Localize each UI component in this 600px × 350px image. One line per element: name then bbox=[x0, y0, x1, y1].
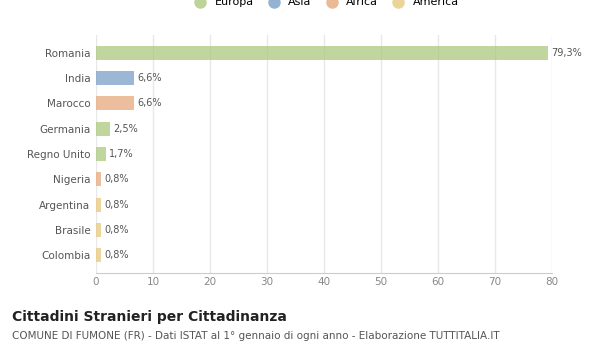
Bar bbox=[96, 46, 548, 60]
Bar bbox=[96, 147, 106, 161]
Bar bbox=[96, 172, 101, 186]
Bar bbox=[96, 122, 110, 136]
Text: 1,7%: 1,7% bbox=[109, 149, 134, 159]
Bar bbox=[96, 223, 101, 237]
Legend: Europa, Asia, Africa, America: Europa, Asia, Africa, America bbox=[185, 0, 463, 12]
Text: 0,8%: 0,8% bbox=[104, 199, 128, 210]
Bar bbox=[96, 198, 101, 211]
Bar bbox=[96, 97, 134, 110]
Bar bbox=[96, 248, 101, 262]
Text: COMUNE DI FUMONE (FR) - Dati ISTAT al 1° gennaio di ogni anno - Elaborazione TUT: COMUNE DI FUMONE (FR) - Dati ISTAT al 1°… bbox=[12, 331, 500, 341]
Text: 6,6%: 6,6% bbox=[137, 98, 161, 108]
Text: Cittadini Stranieri per Cittadinanza: Cittadini Stranieri per Cittadinanza bbox=[12, 310, 287, 324]
Text: 0,8%: 0,8% bbox=[104, 250, 128, 260]
Text: 2,5%: 2,5% bbox=[113, 124, 139, 134]
Text: 6,6%: 6,6% bbox=[137, 73, 161, 83]
Bar bbox=[96, 71, 134, 85]
Text: 0,8%: 0,8% bbox=[104, 174, 128, 184]
Text: 0,8%: 0,8% bbox=[104, 225, 128, 235]
Text: 79,3%: 79,3% bbox=[551, 48, 582, 58]
